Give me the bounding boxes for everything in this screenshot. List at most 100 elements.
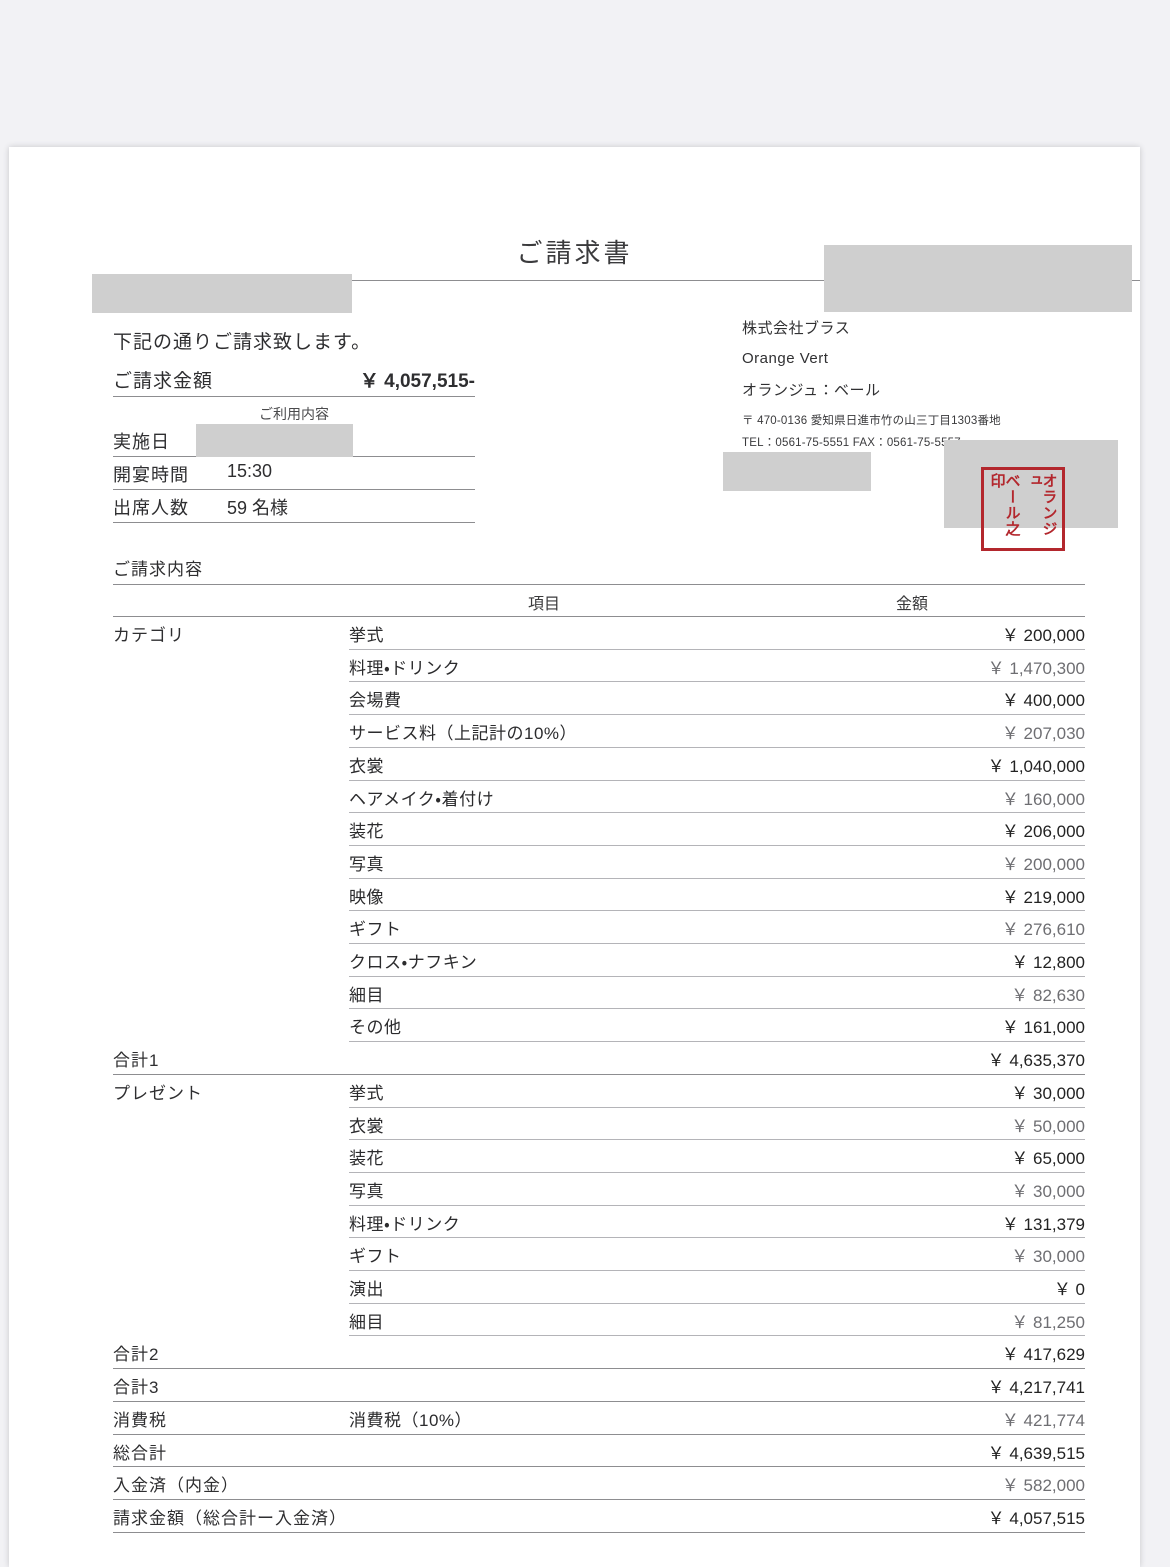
row-amount-value: ￥ 207,030 <box>1001 724 1085 744</box>
row-item-label: 細目 <box>349 1312 384 1332</box>
table-row: 写真 ￥ 30,000 <box>9 1172 1140 1205</box>
page-title: ご請求書 <box>516 238 633 268</box>
table-top-divider <box>113 584 1085 585</box>
details-section-label: ご請求内容 <box>113 560 203 579</box>
row-category-label: 合計1 <box>113 1051 160 1071</box>
table-row-divider <box>349 1237 1085 1239</box>
client-name-redaction <box>92 274 352 313</box>
group-total-row: 合計1 ￥ 4,635,370 <box>9 1041 1140 1074</box>
row-amount-value: ￥ 131,379 <box>1001 1214 1085 1234</box>
header-right-redaction <box>824 245 1132 312</box>
table-row-divider <box>349 779 1085 781</box>
usage-row-divider <box>113 489 475 490</box>
row-amount-value: ￥ 30,000 <box>1011 1083 1085 1103</box>
summary-row: 請求金額（総合計ー入金済） ￥ 4,057,515 <box>9 1499 1140 1532</box>
row-item-label: サービス料（上記計の10%） <box>349 724 578 744</box>
table-row-divider <box>349 1008 1085 1010</box>
table-row: その他 ￥ 161,000 <box>9 1008 1140 1041</box>
row-amount-value: ￥ 0 <box>1053 1280 1085 1299</box>
row-amount-value: ￥ 30,000 <box>1011 1181 1085 1201</box>
table-row: 装花 ￥ 206,000 <box>9 812 1140 845</box>
row-amount-value: ￥ 276,610 <box>1001 920 1085 940</box>
table-row-divider <box>349 975 1085 977</box>
issuer-side-redaction <box>944 440 1118 528</box>
summary-row: 総合計 ￥ 4,639,515 <box>9 1434 1140 1467</box>
table-row: 写真 ￥ 200,000 <box>9 845 1140 878</box>
row-amount-value: ￥ 4,635,370 <box>987 1051 1085 1071</box>
column-header-amount: 金額 <box>895 596 928 613</box>
table-row: 料理・ドリンク ￥ 131,379 <box>9 1205 1140 1238</box>
row-item-label: 写真 <box>349 854 384 874</box>
event-date-redaction <box>196 424 353 457</box>
issuer-contact: TEL：0561-75-5551 FAX：0561-75-5557 <box>742 437 961 449</box>
seal-text-right: オランジュ <box>1025 473 1059 537</box>
row-amount-value: ￥ 160,000 <box>1001 789 1085 809</box>
row-item-label: 写真 <box>349 1181 384 1201</box>
row-item-label: 料理・ドリンク <box>349 658 461 678</box>
usage-label: 開宴時間 <box>113 465 189 485</box>
row-category-label: カテゴリ <box>113 626 185 645</box>
table-row-divider <box>349 1041 1085 1043</box>
usage-row: 実施日 <box>113 424 475 456</box>
table-row: 会場費 ￥ 400,000 <box>9 681 1140 714</box>
row-item-label: 装花 <box>349 1149 384 1169</box>
row-item-label: 挙式 <box>349 1083 384 1103</box>
row-item-label: ヘアメイク・着付け <box>349 789 495 809</box>
table-row: ギフト ￥ 276,610 <box>9 910 1140 943</box>
table-row: プレゼント 挙式 ￥ 30,000 <box>9 1074 1140 1107</box>
table-row-divider <box>349 714 1085 716</box>
row-amount-value: ￥ 200,000 <box>1001 854 1085 874</box>
issuer-company: 株式会社ブラス <box>742 320 851 337</box>
usage-row: 出席人数 59 名様 <box>113 490 475 522</box>
table-row-divider <box>349 648 1085 650</box>
row-item-label: 衣裳 <box>349 1116 384 1136</box>
column-header-item: 項目 <box>527 596 560 613</box>
usage-label: 出席人数 <box>113 498 189 518</box>
table-row-divider <box>349 1302 1085 1304</box>
row-amount-value: ￥ 1,040,000 <box>987 756 1085 776</box>
table-row: 料理・ドリンク ￥ 1,470,300 <box>9 649 1140 682</box>
row-category-label: 総合計 <box>113 1443 167 1463</box>
summary-row-divider <box>113 1400 1085 1402</box>
row-item-label: 消費税（10%） <box>349 1410 473 1430</box>
row-amount-value: ￥ 219,000 <box>1001 887 1085 907</box>
table-row: 衣裳 ￥ 1,040,000 <box>9 747 1140 780</box>
table-row: ギフト ￥ 30,000 <box>9 1237 1140 1270</box>
row-amount-value: ￥ 4,639,515 <box>987 1443 1085 1463</box>
row-amount-value: ￥ 206,000 <box>1001 822 1085 842</box>
row-amount-value: ￥ 200,000 <box>1001 626 1085 645</box>
row-amount-value: ￥ 421,774 <box>1001 1410 1085 1430</box>
row-category-label: 消費税 <box>113 1410 167 1430</box>
table-row-divider <box>349 746 1085 748</box>
row-amount-value: ￥ 81,250 <box>1011 1312 1085 1332</box>
table-row-divider <box>349 681 1085 683</box>
issuer-brand-en: Orange Vert <box>742 350 829 367</box>
row-item-label: 挙式 <box>349 626 384 645</box>
company-seal-stamp: オランジュ ベール之印 <box>981 467 1065 551</box>
row-amount-value: ￥ 82,630 <box>1011 985 1085 1005</box>
summary-row-divider <box>113 1498 1085 1500</box>
row-amount-value: ￥ 1,470,300 <box>987 658 1085 678</box>
table-row-divider <box>349 1106 1085 1108</box>
invoice-page: ご請求書 下記の通りご請求致します。 ご請求金額 ￥ 4,057,515- ご利… <box>9 147 1140 1567</box>
row-item-label: 会場費 <box>349 691 402 711</box>
table-row: 衣裳 ￥ 50,000 <box>9 1107 1140 1140</box>
usage-value: 59 名様 <box>227 498 289 518</box>
table-row: 映像 ￥ 219,000 <box>9 878 1140 911</box>
lead-text: 下記の通りご請求致します。 <box>113 332 372 353</box>
table-row: カテゴリ 挙式 ￥ 200,000 <box>9 616 1140 649</box>
row-amount-value: ￥ 30,000 <box>1011 1247 1085 1267</box>
table-row-divider <box>349 844 1085 846</box>
summary-row-divider <box>113 1466 1085 1468</box>
row-item-label: 映像 <box>349 887 384 907</box>
row-category-label: 請求金額（総合計ー入金済） <box>113 1508 347 1528</box>
group-total-row: 合計2 ￥ 417,629 <box>9 1335 1140 1368</box>
table-row-divider <box>349 1270 1085 1271</box>
issuer-address: 〒 470-0136 愛知県日進市竹の山三丁目1303番地 <box>742 415 1001 427</box>
usage-row: 開宴時間 15:30 <box>113 457 475 489</box>
summary-row: 消費税 消費税（10%） ￥ 421,774 <box>9 1401 1140 1434</box>
row-category-label: 入金済（内金） <box>113 1476 239 1496</box>
table-row: クロス・ナフキン ￥ 12,800 <box>9 943 1140 976</box>
title-divider <box>92 280 1140 281</box>
row-amount-value: ￥ 417,629 <box>1001 1345 1085 1365</box>
